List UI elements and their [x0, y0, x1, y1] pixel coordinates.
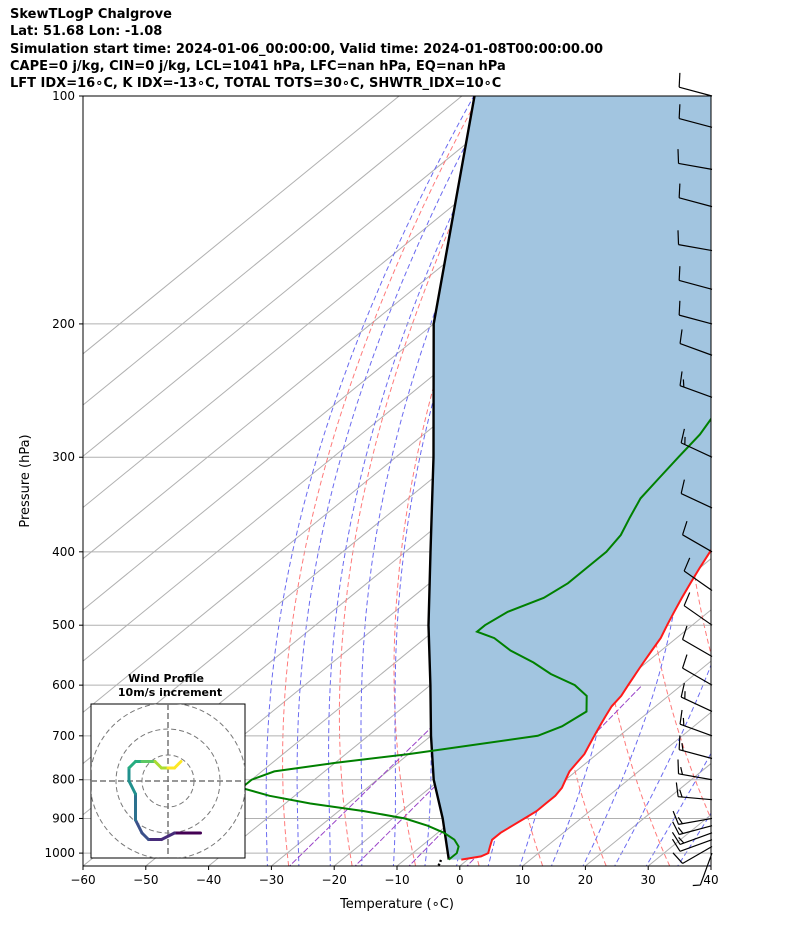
dry-adiabat-line — [727, 96, 794, 866]
moist-adiabat-line — [392, 96, 550, 866]
wind-barb — [677, 230, 713, 252]
moist-adiabat-line — [296, 96, 492, 866]
x-tick-label: −20 — [322, 873, 347, 887]
x-tick-label: 0 — [456, 873, 464, 887]
x-tick-label: 20 — [578, 873, 593, 887]
y-tick-label: 1000 — [44, 846, 75, 860]
hodograph-segment — [160, 831, 176, 841]
x-tick-label: −50 — [133, 873, 158, 887]
wind-barb — [681, 521, 713, 553]
location-line: Lat: 51.68 Lon: -1.08 — [10, 24, 163, 40]
wind-barb — [681, 654, 713, 686]
dry-adiabat-line — [282, 96, 480, 866]
x-tick-label: −40 — [196, 873, 221, 887]
wind-barb — [678, 266, 713, 290]
hodograph-segment — [127, 779, 137, 796]
isotherm-line — [83, 96, 588, 509]
hodograph-segment — [140, 831, 150, 841]
isotherm-line — [459, 660, 711, 866]
wind-barb — [680, 683, 713, 713]
chart-title: SkewTLogP Chalgrove — [10, 7, 172, 22]
y-tick-label: 300 — [52, 450, 75, 464]
wind-barb — [675, 782, 713, 801]
isotherm-line — [710, 865, 711, 866]
x-axis-label: Temperature (∘C) — [339, 897, 454, 912]
x-tick-label: −60 — [70, 873, 95, 887]
isotherm-line — [83, 96, 400, 355]
inset-subtitle: 10m/s increment — [118, 686, 222, 699]
inset-title: Wind Profile — [128, 672, 204, 685]
y-axis-label: Pressure (hPa) — [18, 434, 33, 527]
y-tick-label: 600 — [52, 678, 75, 692]
parcel-profile-line — [427, 96, 476, 860]
hodograph-segment — [127, 760, 137, 770]
simulation-time-line: Simulation start time: 2024-01-06_00:00:… — [10, 41, 603, 57]
wind-barb — [679, 371, 713, 398]
wind-barb — [677, 149, 713, 170]
stability-indices-line: CAPE=0 j/kg, CIN=0 j/kg, LCL=1041 hPa, L… — [10, 58, 506, 74]
y-tick-label: 800 — [52, 773, 75, 787]
isotherm-line — [83, 96, 526, 457]
wind-barb — [683, 557, 713, 592]
dewpoint-profile-line — [239, 417, 711, 861]
wind-barb — [671, 838, 713, 852]
x-tick-label: −10 — [384, 873, 409, 887]
moist-adiabat-line — [265, 96, 475, 866]
chart-header: SkewTLogP Chalgrove Lat: 51.68 Lon: -1.0… — [10, 6, 603, 92]
moist-adiabat-line — [708, 862, 711, 866]
wind-barb — [678, 183, 713, 208]
moist-adiabat-line — [582, 237, 711, 866]
x-tick-label: 30 — [641, 873, 656, 887]
parcel-start-marker — [437, 859, 443, 866]
wind-barb — [680, 479, 713, 509]
wind-barb — [683, 592, 713, 626]
moist-adiabat-line — [328, 96, 510, 866]
temperature-profile-line — [461, 548, 711, 861]
moist-adiabat-line — [550, 96, 700, 866]
y-tick-label: 400 — [52, 545, 75, 559]
x-tick-label: 40 — [703, 873, 718, 887]
wind-barb — [678, 735, 713, 760]
isotherm-line — [271, 506, 711, 866]
wind-barb — [672, 845, 713, 864]
dry-adiabat-line — [768, 96, 794, 866]
wind-barb — [678, 300, 713, 325]
y-tick-label: 700 — [52, 729, 75, 743]
hodograph-segment — [173, 760, 183, 770]
wind-barb — [681, 625, 713, 658]
wind-barb — [671, 831, 713, 845]
wind-barb — [679, 709, 713, 737]
y-tick-label: 900 — [52, 811, 75, 825]
wind-barb — [677, 759, 713, 781]
hodograph-segment — [153, 760, 163, 770]
y-tick-label: 500 — [52, 618, 75, 632]
mixing-ratio-line — [288, 684, 476, 866]
hodograph-segment — [134, 818, 144, 835]
dry-adiabat-line — [393, 96, 545, 866]
wind-barb — [678, 72, 713, 97]
wind-barb — [672, 821, 713, 836]
y-tick-label: 100 — [52, 89, 75, 103]
dry-adiabat-line — [593, 96, 675, 866]
wind-barb — [672, 810, 713, 825]
wind-barb — [680, 428, 713, 458]
cin-shaded-area — [428, 96, 711, 860]
x-tick-label: 10 — [515, 873, 530, 887]
moist-adiabat-line — [360, 96, 529, 866]
index-values-line: LFT IDX=16∘C, K IDX=-13∘C, TOTAL TOTS=30… — [10, 76, 502, 92]
moist-adiabat-line — [614, 663, 711, 866]
wind-barb — [679, 329, 713, 356]
wind-barb — [692, 852, 713, 887]
y-tick-label: 200 — [52, 317, 75, 331]
dry-adiabat-line — [338, 96, 512, 866]
wind-barb — [678, 104, 713, 128]
isotherm-line — [83, 96, 463, 406]
x-tick-label: −30 — [259, 873, 284, 887]
